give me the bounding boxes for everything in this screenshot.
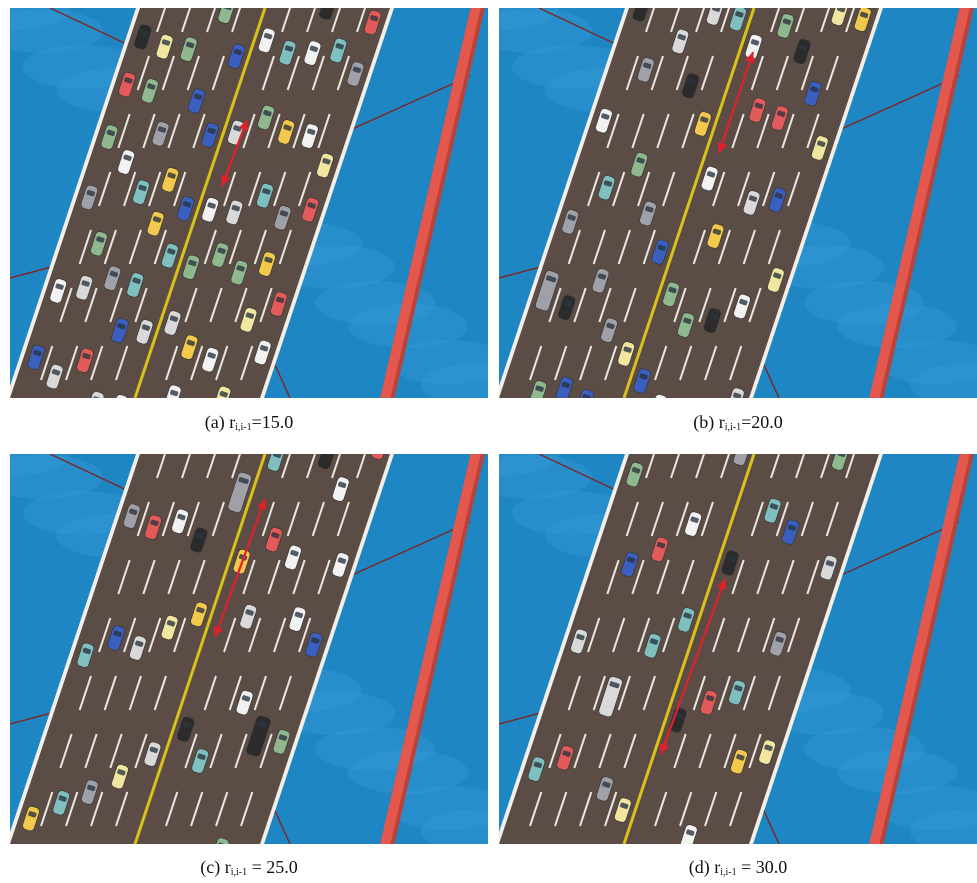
caption-b-value: =20.0 [741, 412, 783, 432]
caption-c: (c) ri,i-1 = 25.0 [10, 857, 488, 883]
caption-a-value: =15.0 [252, 412, 294, 432]
caption-d-value: = 30.0 [737, 857, 788, 877]
bridge-traffic-scene-a [10, 8, 488, 398]
panel-d-image [499, 454, 977, 844]
caption-d-subscript: i,i-1 [720, 867, 736, 878]
caption-b-subscript: i,i-1 [725, 422, 741, 433]
caption-c-label: (c) r [200, 857, 230, 877]
panel-c-image [10, 454, 488, 844]
bridge-traffic-scene-d [499, 454, 977, 844]
panel-b-image [499, 8, 977, 398]
bridge-traffic-scene-b [499, 8, 977, 398]
caption-b-label: (b) r [693, 412, 724, 432]
caption-d: (d) ri,i-1 = 30.0 [499, 857, 977, 883]
caption-b: (b) ri,i-1=20.0 [499, 412, 977, 438]
caption-c-value: = 25.0 [247, 857, 298, 877]
caption-a-label: (a) r [205, 412, 235, 432]
bridge-traffic-scene-c [10, 454, 488, 844]
caption-a-subscript: i,i-1 [235, 422, 251, 433]
caption-a: (a) ri,i-1=15.0 [10, 412, 488, 438]
caption-d-label: (d) r [689, 857, 720, 877]
caption-c-subscript: i,i-1 [231, 867, 247, 878]
panel-a-image [10, 8, 488, 398]
